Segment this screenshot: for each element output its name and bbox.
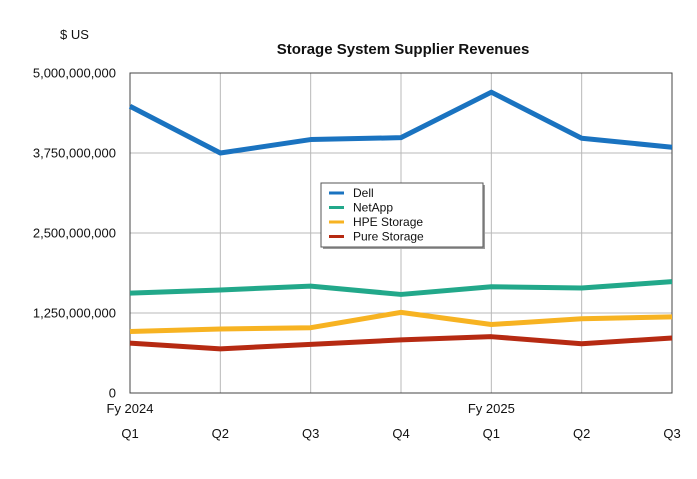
grid-layer <box>129 72 673 394</box>
x-tick-label: Q2 <box>573 426 590 441</box>
x-tick-label: Q1 <box>483 426 500 441</box>
axis-layer: 0 1,250,000,000 2,500,000,000 3,750,000,000… <box>33 66 681 442</box>
x-tick-label: Q3 <box>302 426 319 441</box>
y-tick-label: 0 <box>109 386 116 401</box>
series-line-pure-storage <box>129 334 673 352</box>
legend-box <box>320 182 484 248</box>
y-axis-unit-label: $ US <box>60 27 89 42</box>
chart-title: Storage System Supplier Revenues <box>277 41 530 58</box>
y-tick-label: 2,500,000,000 <box>33 226 116 241</box>
series-line-netapp <box>129 279 673 297</box>
plot-frame <box>129 72 673 394</box>
legend-label: NetApp <box>353 201 393 215</box>
fiscal-year-label: Fy 2025 <box>468 401 515 416</box>
y-tick-label: 3,750,000,000 <box>33 146 116 161</box>
y-tick-label: 5,000,000,000 <box>33 66 116 81</box>
series-layer <box>128 89 673 352</box>
x-tick-label: Q4 <box>392 426 409 441</box>
legend-label: HPE Storage <box>353 215 423 229</box>
legend-label: Dell <box>353 186 374 200</box>
series-line-dell <box>128 89 673 156</box>
fiscal-year-label: Fy 2024 <box>107 401 154 416</box>
legend-label: Pure Storage <box>353 230 424 244</box>
series-line-hpe-storage <box>129 309 673 335</box>
x-tick-label: Q2 <box>212 426 229 441</box>
x-tick-label: Q1 <box>121 426 138 441</box>
x-tick-label: Q3 <box>663 426 680 441</box>
y-tick-label: 1,250,000,000 <box>33 306 116 321</box>
